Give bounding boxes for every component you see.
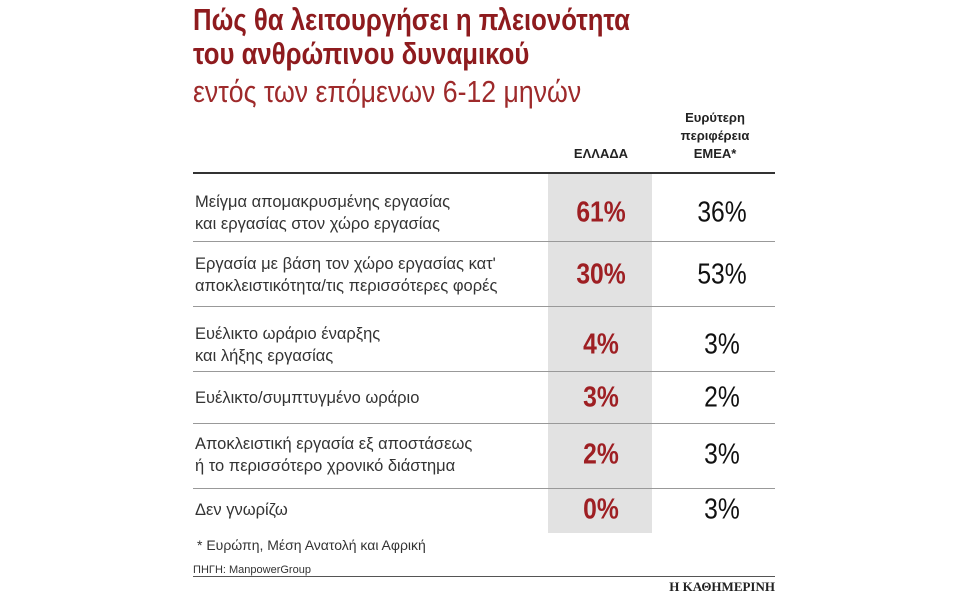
row-label-line: και λήξης εργασίας: [195, 347, 334, 365]
emea-value: 3%: [704, 493, 740, 526]
greece-value: 0%: [583, 493, 619, 526]
row-label-line: και εργασίας στον χώρο εργασίας: [195, 215, 440, 233]
emea-value: 3%: [704, 328, 740, 361]
row-separator: [193, 306, 775, 307]
greece-value: 61%: [576, 196, 626, 229]
title: του ανθρώπινου δυναμικού: [193, 36, 530, 71]
title: Πώς θα λειτουργήσει η πλειονότητα: [193, 2, 631, 37]
emea-value: 2%: [704, 381, 740, 414]
greece-value: 4%: [583, 328, 619, 361]
row-label: Αποκλειστική εργασία εξ αποστάσεως ή το π…: [195, 433, 472, 477]
row-separator: [193, 371, 775, 372]
column-header: ΕΜΕΑ*: [693, 146, 737, 161]
header-rule: [193, 172, 775, 174]
column-header: περιφέρεια: [680, 128, 750, 143]
row-label: Μείγμα απομακρυσμένης εργασίας και εργασί…: [195, 191, 450, 235]
row-label: Ευέλικτο/συμπτυγμένο ωράριο: [195, 387, 419, 409]
column-highlight: [548, 173, 652, 533]
subtitle: εντός των επόμενων 6-12 μηνών: [193, 74, 582, 109]
greece-value: 30%: [576, 258, 626, 291]
row-separator: [193, 488, 775, 489]
emea-value: 3%: [704, 438, 740, 471]
row-label-line: Ευέλικτο/συμπτυγμένο ωράριο: [195, 389, 420, 407]
row-label-line: Εργασία με βάση τον χώρο εργασίας κατ': [195, 255, 496, 273]
row-label-line: ή το περισσότερο χρονικό διάστημα: [195, 457, 456, 475]
row-separator: [193, 423, 775, 424]
source: ΠΗΓΗ: ManpowerGroup: [193, 564, 311, 576]
emea-value: 36%: [697, 196, 747, 229]
row-label-line: Αποκλειστική εργασία εξ αποστάσεως: [195, 435, 473, 453]
row-label-line: Μείγμα απομακρυσμένης εργασίας: [195, 193, 451, 211]
row-label: Εργασία με βάση τον χώρο εργασίας κατ' απ…: [195, 253, 497, 297]
column-header: ΕΛΛΑΔΑ: [573, 146, 629, 161]
greece-value: 3%: [583, 381, 619, 414]
row-label-line: Ευέλικτο ωράριο έναρξης: [195, 325, 381, 343]
footer-rule: [193, 576, 775, 577]
emea-value: 53%: [697, 258, 747, 291]
row-label-line: αποκλειστικότητα/τις περισσότερες φορές: [195, 277, 498, 295]
row-label-line: Δεν γνωρίζω: [195, 501, 288, 519]
row-label: Δεν γνωρίζω: [195, 499, 288, 521]
footnote: * Ευρώπη, Μέση Ανατολή και Αφρική: [197, 537, 426, 553]
brand: Η ΚΑΘΗΜΕΡΙΝΗ: [665, 579, 775, 595]
greece-value: 2%: [583, 438, 619, 471]
row-separator: [193, 241, 775, 242]
column-header: Ευρύτερη: [685, 110, 745, 125]
row-label: Ευέλικτο ωράριο έναρξης και λήξης εργασία…: [195, 323, 380, 367]
